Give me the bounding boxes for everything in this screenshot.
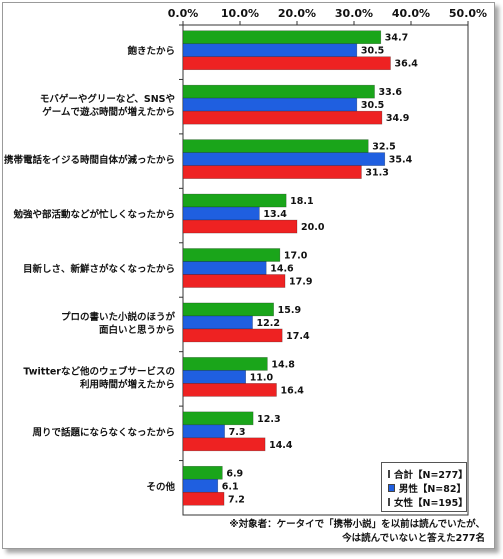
legend-item-female: 女性【N=195】 [388, 495, 468, 509]
bar [182, 206, 260, 221]
bar-value-label: 17.9 [289, 277, 312, 288]
bar [182, 328, 283, 343]
bar [182, 491, 225, 506]
legend-item-total: 合計【N=277】 [388, 467, 468, 481]
bar-value-label: 17.4 [286, 331, 310, 342]
bar-value-label: 11.0 [250, 372, 274, 383]
bar-value-label: 34.9 [386, 113, 409, 124]
category-label: 周りで話題にならなくなったから [32, 426, 175, 438]
x-tick-label: 0.0% [168, 7, 199, 20]
legend-label-total: 合計【N=277】 [394, 470, 468, 481]
bar [182, 219, 298, 234]
category-label: その他 [146, 481, 175, 493]
bar-value-label: 12.2 [257, 318, 280, 329]
bar-value-label: 6.9 [226, 468, 243, 479]
footnote-line-2: 今は読んでいないと答えた277名 [342, 533, 485, 544]
legend-label-male: 男性【N=82】 [398, 484, 466, 495]
x-tick-label: 10.0% [221, 7, 259, 20]
category-label: 飽きたから [126, 45, 175, 57]
bar-value-label: 14.8 [271, 359, 295, 370]
bar [182, 357, 268, 371]
x-tick-label: 50.0% [449, 7, 487, 20]
bar-value-label: 17.0 [284, 251, 308, 262]
footnote-line-1: ※対象者：ケータイで「携帯小説」を以前は読んでいたが、 [229, 519, 485, 530]
bar [182, 424, 225, 439]
bar [182, 84, 375, 99]
bar [182, 437, 266, 452]
bar [182, 411, 254, 426]
bar-value-label: 7.3 [229, 427, 246, 438]
bar-value-label: 6.1 [222, 481, 239, 492]
category-label: ゲームで遊ぶ時間が増えたから [42, 106, 175, 118]
bar [182, 465, 223, 480]
category-label: 利用時間が増えたから [79, 378, 175, 390]
bar [182, 261, 267, 275]
bar [182, 302, 274, 317]
x-tick-label: 40.0% [392, 7, 430, 20]
bar-value-label: 30.5 [361, 46, 384, 57]
legend: 合計【N=277】 男性【N=82】 女性【N=195】 [381, 462, 468, 512]
bar-value-label: 30.5 [361, 100, 384, 111]
footnote: ※対象者：ケータイで「携帯小説」を以前は読んでいたが、 今は読んでいないと答えた… [229, 518, 485, 546]
category-label: 目新しさ、新鮮さがなくなったから [23, 263, 175, 275]
bar [182, 383, 277, 397]
category-label: プロの書いた小説のほうが [61, 311, 176, 323]
bar [182, 478, 219, 493]
bar-value-label: 15.9 [278, 305, 301, 316]
bar-value-label: 18.1 [290, 196, 313, 207]
legend-swatch-male [388, 484, 395, 492]
bar [182, 110, 383, 125]
bar [182, 274, 286, 288]
category-label: Twitterなど他のウェブサービスの [23, 365, 175, 377]
legend-swatch-total [388, 470, 390, 478]
bar-value-label: 32.5 [372, 142, 395, 153]
bar [182, 193, 287, 208]
bar-value-label: 36.4 [394, 59, 418, 70]
category-label: 勉強や部活動などが忙しくなったから [12, 209, 175, 221]
bar-value-label: 13.4 [263, 209, 287, 220]
bar [182, 248, 281, 262]
bar [182, 315, 253, 330]
legend-item-male: 男性【N=82】 [388, 481, 466, 495]
category-label: モバゲーやグリーなど、SNSや [40, 93, 175, 105]
x-tick-label: 30.0% [335, 7, 373, 20]
bar-value-label: 20.0 [301, 222, 325, 233]
bar [182, 56, 391, 71]
bar [182, 139, 369, 153]
bar [182, 152, 386, 166]
bar-value-label: 16.4 [280, 385, 304, 396]
bar [182, 43, 358, 58]
legend-label-female: 女性【N=195】 [394, 498, 468, 509]
bar-value-label: 35.4 [389, 155, 413, 166]
bar [182, 30, 382, 45]
bar-value-label: 7.2 [228, 494, 245, 505]
category-label: 面白いと思うから [99, 324, 175, 336]
category-label: 携帯電話をイジる時間自体が減ったから [4, 154, 175, 166]
bar-value-label: 33.6 [379, 87, 403, 98]
bar-value-label: 14.4 [269, 440, 293, 451]
bar [182, 97, 358, 112]
x-tick-label: 20.0% [278, 7, 316, 20]
bar [182, 165, 362, 179]
bar [182, 370, 247, 384]
legend-swatch-female [388, 498, 390, 506]
bar-value-label: 12.3 [257, 414, 280, 425]
bar-value-label: 31.3 [365, 168, 388, 179]
bar-value-label: 14.6 [270, 264, 294, 275]
bar-value-label: 34.7 [385, 33, 408, 44]
